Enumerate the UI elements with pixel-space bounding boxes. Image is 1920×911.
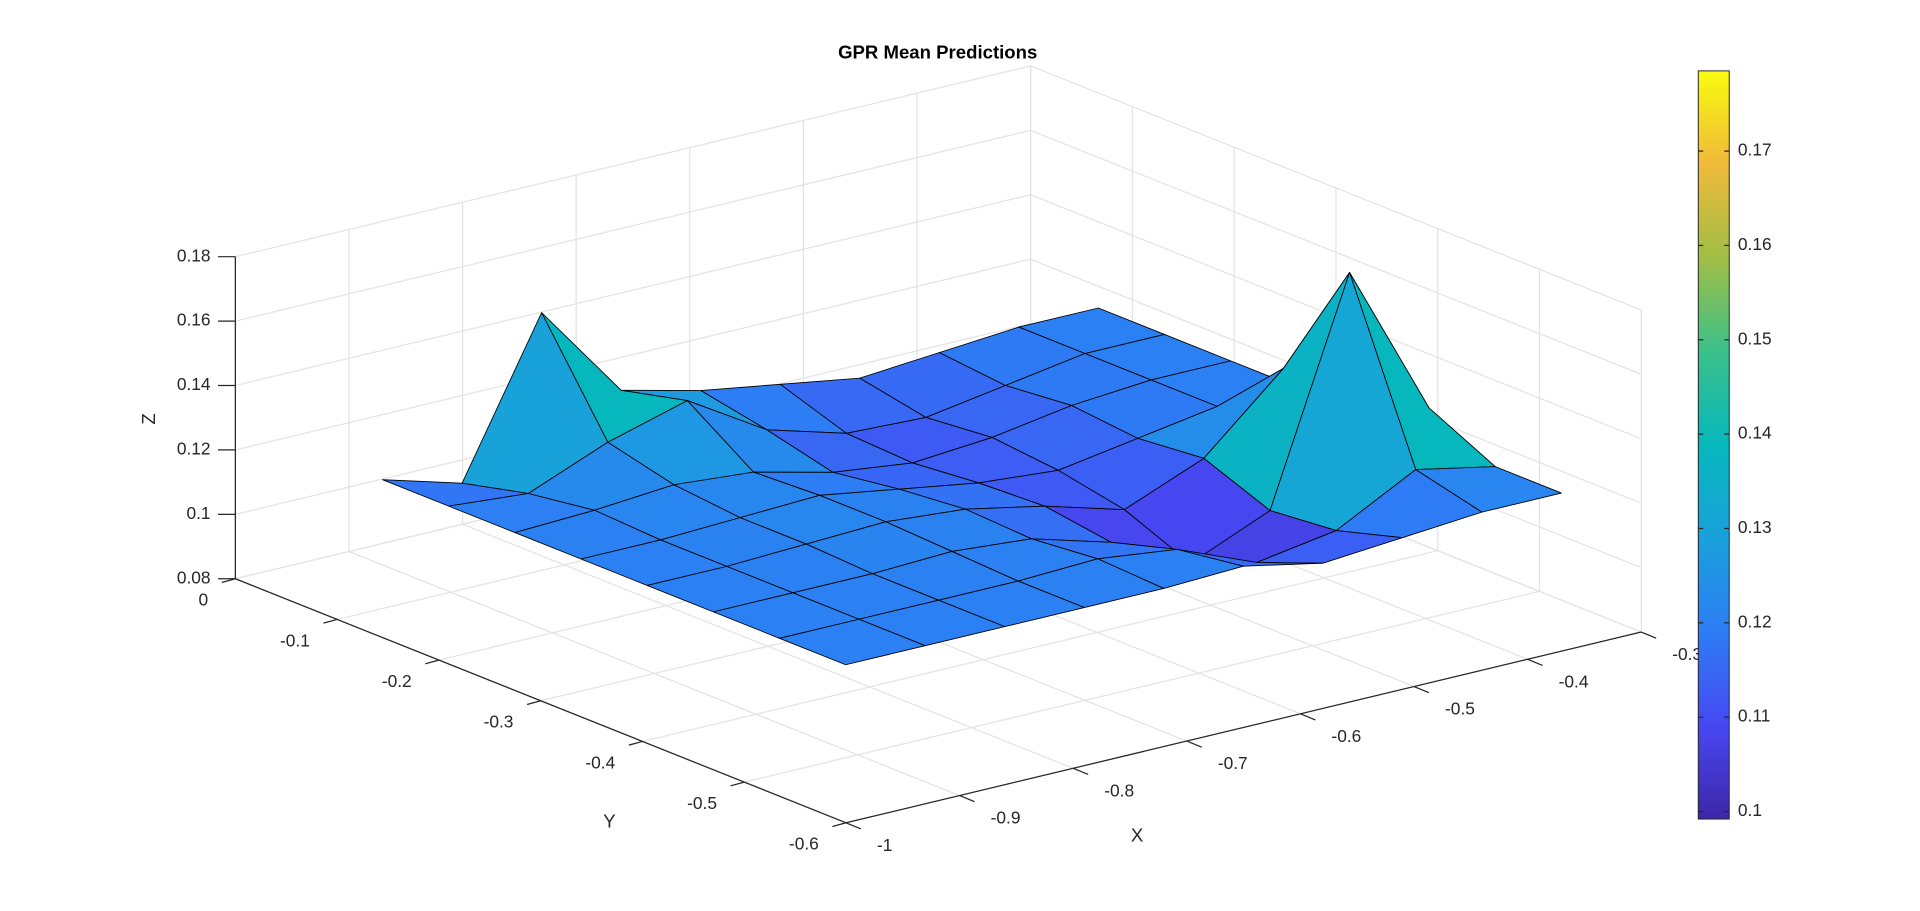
x-tick bbox=[1527, 658, 1543, 667]
colorbar-tick-label: 0.15 bbox=[1738, 328, 1772, 348]
z-tick-label: 0.16 bbox=[177, 310, 211, 330]
y-axis-label: Y bbox=[603, 811, 615, 832]
y-tick-label: -0.5 bbox=[687, 793, 717, 813]
x-axis-label: X bbox=[1131, 824, 1143, 845]
x-tick bbox=[1073, 767, 1089, 776]
grid-line bbox=[235, 194, 1031, 387]
surface-face bbox=[779, 618, 926, 666]
x-tick-label: -0.9 bbox=[991, 808, 1021, 828]
z-axis-label: Z bbox=[138, 413, 159, 424]
x-tick-label: -0.3 bbox=[1672, 644, 1702, 664]
y-tick-label: -0.1 bbox=[280, 630, 310, 650]
grid-line bbox=[235, 258, 1031, 451]
z-tick-label: 0.14 bbox=[177, 374, 211, 394]
grid-line bbox=[744, 590, 1540, 783]
x-tick bbox=[1186, 740, 1202, 748]
x-tick bbox=[845, 822, 862, 830]
z-tick-label: 0.1 bbox=[186, 503, 210, 523]
y-tick bbox=[425, 659, 440, 665]
y-tick-label: -0.2 bbox=[382, 671, 412, 691]
chart-title: GPR Mean Predictions bbox=[838, 41, 1037, 62]
colorbar-tick-label: 0.14 bbox=[1738, 423, 1772, 443]
y-tick bbox=[628, 740, 643, 746]
y-tick-label: -0.6 bbox=[789, 834, 819, 854]
grid-line bbox=[235, 65, 1031, 258]
x-tick-label: -0.8 bbox=[1104, 780, 1134, 800]
y-tick-label: -0.4 bbox=[585, 752, 615, 772]
z-tick-label: 0.08 bbox=[177, 567, 211, 587]
y-tick-label: -0.3 bbox=[484, 712, 514, 732]
x-tick bbox=[959, 794, 975, 803]
colorbar-tick-label: 0.13 bbox=[1738, 517, 1772, 537]
colorbar: 0.1 0.11 0.12 0.13 0.14 0.15 0.16 0.17 bbox=[1697, 70, 1772, 820]
y-tick bbox=[323, 618, 338, 624]
y-tick-label: 0 bbox=[198, 590, 208, 610]
x-axis bbox=[845, 631, 1642, 824]
colorbar-tick-label: 0.17 bbox=[1738, 140, 1772, 160]
grid-line bbox=[1030, 129, 1642, 375]
colorbar-tick-label: 0.12 bbox=[1738, 611, 1772, 631]
x-tick-label: -1 bbox=[877, 835, 892, 855]
x-tick-label: -0.4 bbox=[1559, 671, 1589, 691]
x-tick-label: -0.7 bbox=[1218, 753, 1248, 773]
x-tick-label: -0.6 bbox=[1331, 726, 1361, 746]
grid-line bbox=[235, 129, 1031, 322]
y-tick bbox=[526, 700, 541, 706]
colorbar-tick-label: 0.11 bbox=[1738, 706, 1770, 726]
y-tick bbox=[221, 578, 236, 584]
x-tick bbox=[1300, 713, 1316, 721]
grid-line bbox=[1030, 65, 1642, 311]
colorbar-tick-label: 0.16 bbox=[1738, 234, 1772, 254]
colorbar-tick-label: 0.1 bbox=[1738, 800, 1762, 820]
z-tick-label: 0.18 bbox=[177, 245, 211, 265]
x-tick bbox=[1413, 685, 1430, 694]
x-tick-label: -0.5 bbox=[1445, 699, 1475, 719]
axes: 0.08 0.1 0.12 0.14 0.16 0.18 0 -0.1 -0.2 -0.3 -0.4… bbox=[177, 245, 1702, 855]
z-tick-label: 0.12 bbox=[177, 439, 211, 459]
x-tick bbox=[1641, 631, 1657, 639]
y-tick bbox=[832, 822, 847, 828]
grid-line bbox=[642, 550, 1438, 743]
y-tick bbox=[730, 781, 745, 787]
surface bbox=[382, 272, 1562, 666]
colorbar-scale bbox=[1697, 70, 1730, 820]
